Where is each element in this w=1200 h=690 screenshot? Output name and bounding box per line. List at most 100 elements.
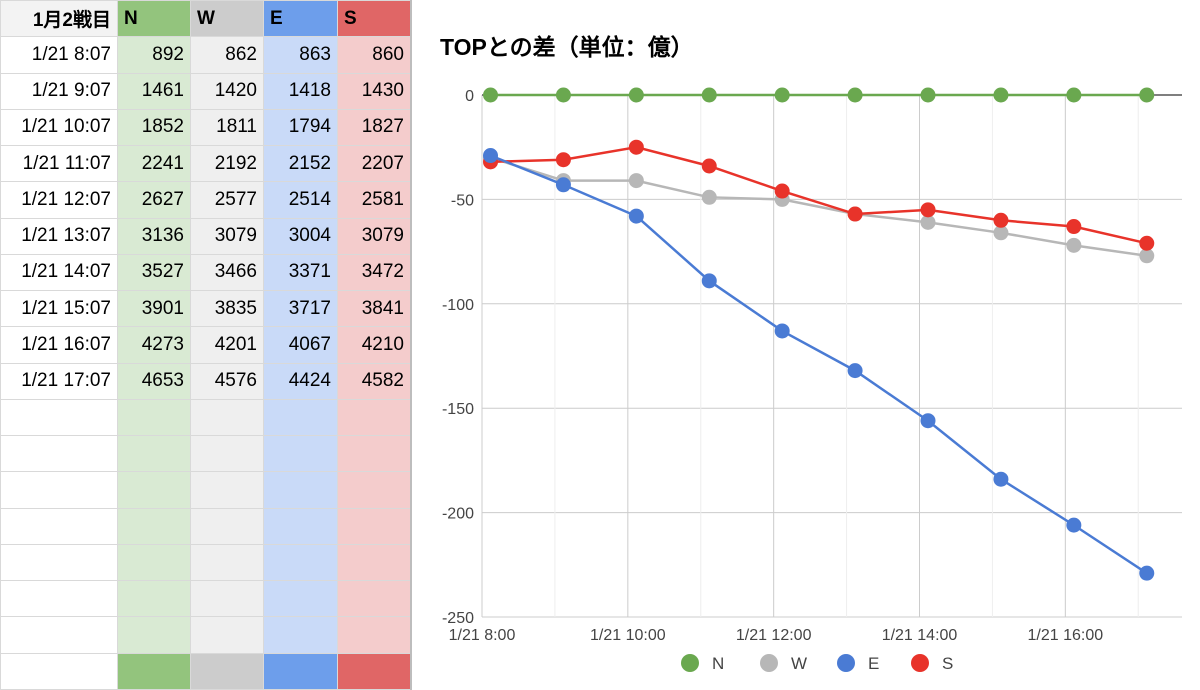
value-cell-s[interactable]: 4210 (337, 326, 411, 364)
value-cell-n[interactable]: 1461 (117, 72, 191, 110)
empty-cell[interactable] (263, 543, 338, 582)
empty-cell[interactable] (263, 398, 338, 437)
value-cell-w[interactable]: 4201 (190, 326, 264, 364)
value-cell-s[interactable]: 1430 (337, 72, 411, 110)
data-point-w[interactable] (701, 189, 717, 205)
data-point-s[interactable] (628, 139, 644, 155)
data-point-n[interactable] (993, 87, 1009, 103)
value-cell-s[interactable]: 1827 (337, 108, 411, 147)
empty-cell[interactable] (190, 579, 264, 618)
value-cell-s[interactable]: 3079 (337, 217, 411, 255)
empty-cell[interactable] (0, 471, 118, 509)
data-point-n[interactable] (1139, 87, 1155, 103)
data-point-e[interactable] (1066, 517, 1082, 533)
value-cell-e[interactable]: 3371 (263, 253, 338, 292)
time-cell[interactable]: 1/21 8:07 (0, 36, 118, 74)
empty-cell[interactable] (190, 543, 264, 582)
empty-cell[interactable] (263, 616, 338, 654)
legend-item-n[interactable]: N (681, 654, 724, 673)
empty-cell[interactable] (337, 471, 411, 509)
time-cell[interactable]: 1/21 11:07 (0, 144, 118, 183)
data-point-e[interactable] (847, 363, 863, 379)
empty-cell[interactable] (190, 471, 264, 509)
data-point-n[interactable] (555, 87, 571, 103)
empty-cell[interactable] (263, 434, 338, 473)
value-cell-e[interactable]: 2514 (263, 181, 338, 219)
value-cell-n[interactable]: 2627 (117, 181, 191, 219)
value-cell-s[interactable]: 2207 (337, 144, 411, 183)
empty-cell[interactable] (0, 579, 118, 618)
empty-cell[interactable] (263, 471, 338, 509)
value-cell-w[interactable]: 1420 (190, 72, 264, 110)
value-cell-w[interactable]: 1811 (190, 108, 264, 147)
empty-cell[interactable] (337, 434, 411, 473)
data-point-e[interactable] (701, 273, 717, 289)
empty-cell[interactable] (190, 507, 264, 545)
empty-cell[interactable] (0, 543, 118, 582)
column-header-e[interactable]: E (263, 0, 338, 38)
empty-cell[interactable] (263, 652, 338, 690)
value-cell-w[interactable]: 3079 (190, 217, 264, 255)
value-cell-n[interactable]: 1852 (117, 108, 191, 147)
empty-cell[interactable] (0, 616, 118, 654)
legend-item-e[interactable]: E (837, 654, 879, 673)
empty-cell[interactable] (0, 507, 118, 545)
value-cell-w[interactable]: 2192 (190, 144, 264, 183)
data-point-n[interactable] (701, 87, 717, 103)
data-point-w[interactable] (628, 173, 644, 189)
value-cell-e[interactable]: 3717 (263, 289, 338, 328)
data-point-e[interactable] (628, 208, 644, 224)
data-point-e[interactable] (920, 413, 936, 429)
time-cell[interactable]: 1/21 9:07 (0, 72, 118, 110)
time-cell[interactable]: 1/21 17:07 (0, 362, 118, 400)
empty-cell[interactable] (190, 652, 264, 690)
data-point-s[interactable] (701, 158, 717, 174)
value-cell-s[interactable]: 860 (337, 36, 411, 74)
data-point-w[interactable] (993, 225, 1009, 241)
empty-cell[interactable] (117, 652, 191, 690)
column-header-w[interactable]: W (190, 0, 264, 38)
data-point-s[interactable] (1139, 235, 1155, 251)
empty-cell[interactable] (190, 434, 264, 473)
data-point-w[interactable] (920, 214, 936, 230)
data-point-e[interactable] (993, 471, 1009, 487)
data-point-n[interactable] (774, 87, 790, 103)
value-cell-w[interactable]: 3466 (190, 253, 264, 292)
value-cell-w[interactable]: 3835 (190, 289, 264, 328)
data-point-e[interactable] (483, 148, 499, 164)
data-point-n[interactable] (1066, 87, 1082, 103)
empty-cell[interactable] (337, 652, 411, 690)
value-cell-n[interactable]: 2241 (117, 144, 191, 183)
value-cell-e[interactable]: 1418 (263, 72, 338, 110)
empty-cell[interactable] (337, 579, 411, 618)
empty-cell[interactable] (337, 616, 411, 654)
value-cell-e[interactable]: 4067 (263, 326, 338, 364)
empty-cell[interactable] (337, 507, 411, 545)
data-point-s[interactable] (1066, 219, 1082, 235)
value-cell-n[interactable]: 892 (117, 36, 191, 74)
empty-cell[interactable] (337, 398, 411, 437)
value-cell-s[interactable]: 3472 (337, 253, 411, 292)
value-cell-e[interactable]: 4424 (263, 362, 338, 400)
legend-item-s[interactable]: S (911, 654, 953, 673)
empty-cell[interactable] (190, 398, 264, 437)
time-cell[interactable]: 1/21 13:07 (0, 217, 118, 255)
data-point-n[interactable] (628, 87, 644, 103)
data-point-e[interactable] (1139, 565, 1155, 581)
data-point-n[interactable] (483, 87, 499, 103)
value-cell-w[interactable]: 2577 (190, 181, 264, 219)
data-point-s[interactable] (555, 152, 571, 168)
value-cell-n[interactable]: 4273 (117, 326, 191, 364)
legend-item-w[interactable]: W (760, 654, 807, 673)
corner-label-cell[interactable]: 1月2戦目 (0, 0, 118, 38)
value-cell-n[interactable]: 3136 (117, 217, 191, 255)
data-point-n[interactable] (920, 87, 936, 103)
empty-cell[interactable] (117, 579, 191, 618)
column-header-s[interactable]: S (337, 0, 411, 38)
time-cell[interactable]: 1/21 16:07 (0, 326, 118, 364)
time-cell[interactable]: 1/21 14:07 (0, 253, 118, 292)
value-cell-n[interactable]: 4653 (117, 362, 191, 400)
data-point-n[interactable] (847, 87, 863, 103)
time-cell[interactable]: 1/21 10:07 (0, 108, 118, 147)
data-point-e[interactable] (774, 323, 790, 339)
